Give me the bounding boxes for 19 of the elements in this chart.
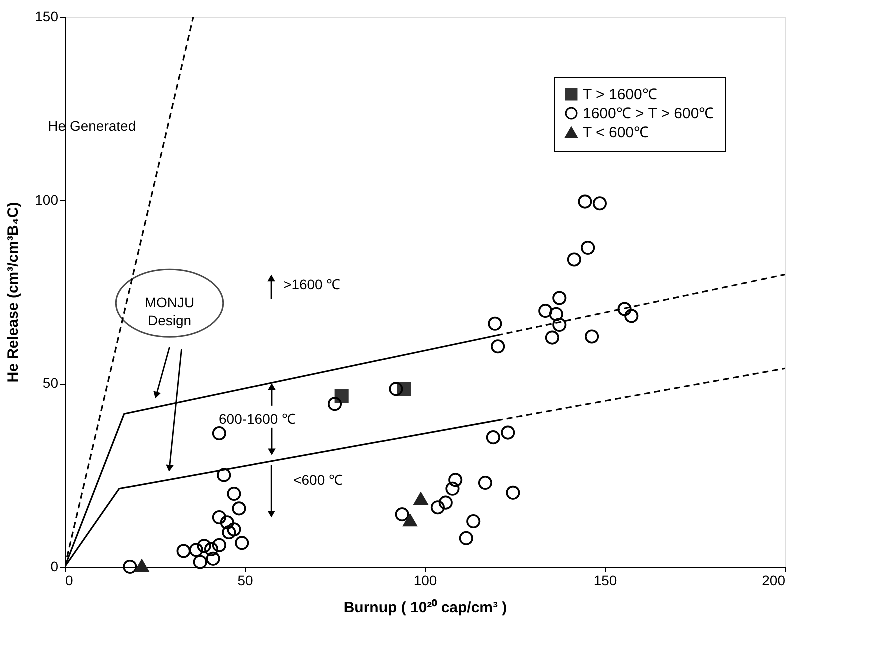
annotation: <600 ℃: [294, 472, 344, 488]
x-tick-label: 150: [594, 572, 618, 588]
legend-label: T > 1600℃: [583, 86, 658, 104]
x-tick-label: 200: [762, 572, 786, 588]
y-tick-label: 150: [35, 8, 59, 24]
x-tick-label: 100: [414, 572, 438, 588]
y-tick-label: 0: [50, 558, 59, 574]
legend-label: 1600℃ > T > 600℃: [583, 106, 714, 122]
legend-label: T < 600℃: [583, 124, 650, 142]
text: He Generated: [48, 118, 136, 134]
y-axis-title: He Release (cm³/cm³B₄C): [5, 202, 22, 383]
y-tick-label: 100: [35, 192, 59, 208]
x-tick-label: 0: [66, 572, 74, 588]
annotation: >1600 ℃: [284, 276, 341, 292]
y-tick-label: 50: [42, 375, 59, 392]
annotation: 600-1600 ℃: [219, 410, 296, 427]
annotation: MONJU Design: [144, 294, 195, 328]
x-tick-label: 50: [238, 572, 254, 588]
x-axis-title: Burnup ( 10²⁰ cap/cm³ ): [344, 598, 508, 616]
